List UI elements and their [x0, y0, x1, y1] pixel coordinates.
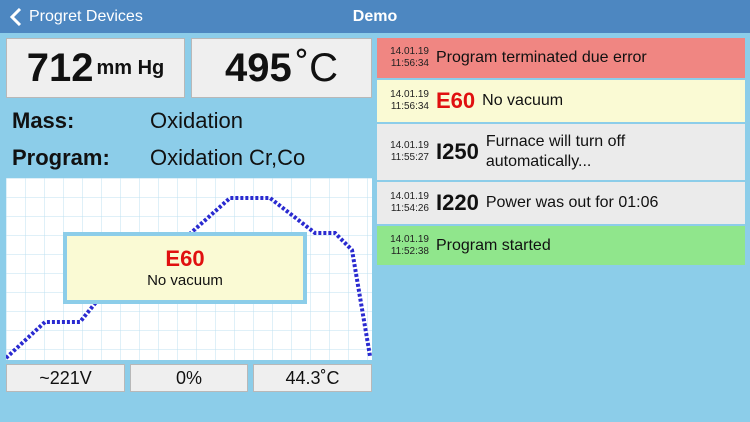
log-datetime: 14.01.19 11:52:38: [385, 234, 429, 258]
log-entry[interactable]: 14.01.19 11:56:34 E60 No vacuum: [377, 80, 745, 122]
log-date: 14.01.19: [390, 89, 429, 100]
nav-bar: Progret Devices Demo: [0, 0, 750, 33]
temperature-value: 495: [225, 45, 292, 90]
alert-message: No vacuum: [147, 272, 223, 289]
log-code: I250: [436, 139, 479, 164]
back-button[interactable]: Progret Devices: [29, 8, 143, 25]
log-time: 11:52:38: [390, 245, 429, 257]
log-time: 11:56:34: [390, 101, 429, 112]
log-entry[interactable]: 14.01.19 11:56:34 Program terminated due e…: [377, 38, 745, 78]
alert-box: E60 No vacuum: [63, 232, 307, 304]
program-label: Program:: [12, 145, 110, 170]
log-datetime: 14.01.19 11:54:26: [385, 191, 429, 215]
log-code: I220: [436, 190, 479, 215]
log-message: Furnace will turn off automatically...: [485, 133, 626, 170]
nav-title: Demo: [352, 8, 398, 25]
log-date: 14.01.19: [390, 140, 429, 151]
mass-value: Oxidation: [150, 108, 243, 133]
log-entry[interactable]: 14.01.19 11:54:26 I220 Power was out for 01…: [377, 182, 745, 224]
temperature-unit: ˚C: [295, 45, 338, 90]
pressure-value: 712: [26, 45, 94, 90]
log-entry[interactable]: 14.01.19 11:55:27 I250 Furnace will turn of…: [377, 124, 745, 180]
log-datetime: 14.01.19 11:56:34: [385, 89, 429, 113]
log-date: 14.01.19: [390, 46, 429, 57]
pressure-unit: mm Hg: [96, 56, 165, 79]
log-message: Program started: [436, 236, 551, 254]
alert-code: E60: [165, 246, 205, 271]
log-message: Program terminated due error: [436, 49, 647, 66]
log-code: E60: [436, 88, 476, 113]
log-date: 14.01.19: [390, 191, 429, 202]
log-entry[interactable]: 14.01.19 11:52:38 Program started: [377, 226, 745, 265]
status-box: 44.3˚C: [253, 364, 372, 392]
status-box: ~221V: [6, 364, 125, 392]
temperature-box: 495 ˚C: [191, 38, 372, 98]
pressure-box: 712 mm Hg: [6, 38, 185, 98]
log-time: 11:55:27: [390, 152, 429, 163]
mass-label: Mass:: [12, 108, 75, 133]
log-message: Power was out for 01:06: [485, 194, 659, 211]
log-time: 11:54:26: [390, 203, 429, 214]
log-datetime: 14.01.19 11:55:27: [385, 140, 429, 164]
program-value: Oxidation Cr,Co: [150, 145, 306, 170]
back-chevron[interactable]: [10, 8, 22, 26]
log-date: 14.01.19: [390, 233, 429, 245]
log-message: No vacuum: [482, 92, 564, 109]
log-datetime: 14.01.19 11:56:34: [385, 46, 429, 70]
status-box: 0%: [130, 364, 248, 392]
log-time: 11:56:34: [390, 58, 429, 69]
